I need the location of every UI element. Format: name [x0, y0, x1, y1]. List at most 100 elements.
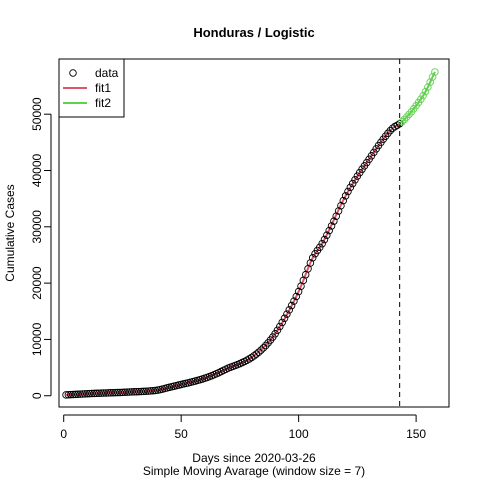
x-tick-label: 50: [174, 427, 188, 441]
data-point: [78, 390, 87, 398]
data-point: [121, 388, 129, 397]
data-point: [104, 389, 113, 397]
data-point: [132, 387, 141, 396]
data-point: [337, 201, 345, 210]
data-point: [280, 314, 289, 323]
data-point: [323, 231, 331, 239]
x-axis-sublabel: Simple Moving Avarage (window size = 7): [143, 464, 365, 478]
legend-label-fit2: fit2: [95, 96, 111, 110]
data-point: [421, 87, 430, 96]
data-point: [351, 176, 359, 184]
data-point: [320, 235, 329, 244]
data-point: [318, 239, 326, 248]
data-point: [85, 389, 94, 398]
data-point: [306, 259, 315, 267]
data-point: [149, 386, 157, 395]
data-point: [259, 344, 268, 352]
data-point: [250, 352, 258, 360]
legend-label-data: data: [95, 66, 119, 80]
data-point: [419, 91, 427, 100]
x-tick-label: 150: [406, 427, 426, 441]
data-point: [339, 196, 348, 205]
data-point: [254, 348, 263, 356]
data-point: [76, 390, 84, 398]
data-point: [290, 297, 298, 305]
data-point: [88, 389, 96, 398]
data-point: [92, 389, 101, 398]
data-point: [64, 391, 73, 399]
data-point: [116, 388, 124, 397]
data-point: [285, 306, 293, 314]
y-axis: 0 10000 20000 30000 40000 50000: [30, 97, 52, 399]
data-point: [292, 292, 301, 301]
data-point: [135, 387, 143, 396]
data-point: [144, 387, 153, 395]
data-point: [128, 388, 136, 396]
data-point: [118, 388, 127, 397]
data-point: [62, 391, 70, 399]
legend-marker-data: [69, 69, 77, 77]
data-point: [283, 310, 291, 318]
y-tick-label: 50000: [30, 97, 44, 131]
x-tick-label: 100: [289, 427, 309, 441]
data-point: [66, 390, 75, 399]
data-point: [287, 301, 296, 310]
data-point: [428, 73, 437, 81]
data-point: [151, 386, 160, 395]
data-point: [257, 346, 265, 354]
data-point: [97, 389, 106, 397]
data-point: [90, 389, 98, 398]
data-point: [393, 121, 402, 130]
data-point: [405, 110, 413, 119]
data-point: [74, 390, 82, 398]
data-point: [276, 322, 284, 331]
data-point: [111, 388, 120, 397]
data-point: [273, 326, 282, 335]
data-point: [344, 187, 352, 196]
data-point: [341, 192, 350, 200]
data-point: [69, 390, 77, 399]
data-point: [252, 350, 261, 358]
data-point: [262, 341, 270, 350]
data-point: [142, 387, 150, 395]
chart-title: Honduras / Logistic: [193, 25, 314, 40]
marker-layer: [62, 68, 439, 399]
data-point: [81, 390, 89, 398]
legend-label-fit1: fit1: [95, 81, 111, 95]
data-point: [95, 389, 103, 397]
data-point: [426, 78, 434, 86]
data-point: [113, 388, 122, 397]
data-point: [139, 387, 148, 396]
data-point: [125, 388, 134, 396]
data-point: [424, 83, 432, 91]
data-point: [330, 217, 338, 225]
data-point: [395, 120, 404, 128]
data-point: [99, 389, 108, 397]
x-tick-label: 0: [60, 427, 67, 441]
y-tick-label: 30000: [30, 210, 44, 244]
y-tick-label: 20000: [30, 266, 44, 300]
data-point: [71, 390, 80, 399]
x-axis: 0 50 100 150: [60, 414, 426, 441]
y-tick-label: 40000: [30, 153, 44, 187]
data-point: [346, 183, 355, 192]
y-tick-label: 10000: [30, 322, 44, 356]
data-point: [327, 222, 336, 230]
data-point: [398, 117, 406, 126]
data-point: [386, 126, 395, 135]
series-fit1-line: [65, 122, 401, 396]
data-point: [384, 129, 392, 138]
data-point: [83, 390, 91, 398]
data-point: [325, 226, 333, 235]
data-point: [137, 387, 145, 396]
y-axis-label: Cumulative Cases: [3, 184, 17, 281]
data-point: [278, 318, 286, 327]
x-axis-label: Days since 2020-03-26: [192, 451, 316, 465]
data-point: [308, 254, 317, 262]
data-point: [146, 387, 155, 395]
plot-frame: [58, 58, 450, 408]
data-point: [402, 113, 411, 121]
data-point: [431, 68, 439, 76]
